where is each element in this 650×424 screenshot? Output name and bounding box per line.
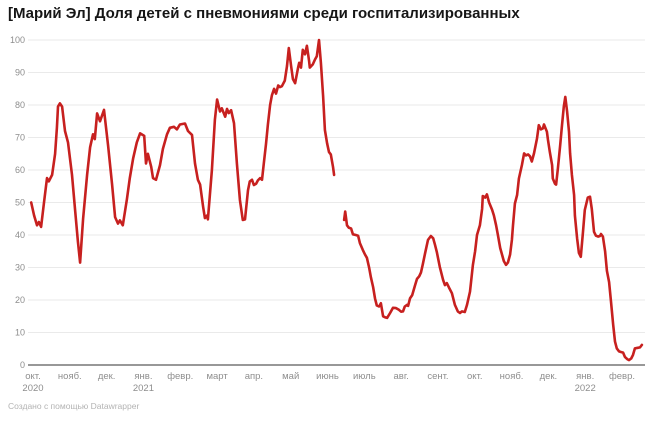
x-axis-tick-label: сент. [427, 371, 448, 382]
x-axis-tick-label: дек. [540, 371, 558, 382]
x-axis-tick-label: нояб. [58, 371, 82, 382]
page-title: [Марий Эл] Доля детей с пневмониями сред… [8, 5, 520, 22]
data-line-segment [342, 95, 644, 362]
x-axis-tick-label: авг. [393, 371, 408, 382]
y-axis-tick-label: 30 [15, 263, 25, 273]
x-axis-year-label: 2021 [133, 383, 154, 394]
x-axis-tick-label: апр. [245, 371, 263, 382]
y-axis-tick-label: 0 [20, 360, 25, 370]
x-axis-tick-label: янв. [134, 371, 152, 382]
x-axis-tick-label: окт. [467, 371, 482, 382]
attribution-text: Создано с помощью Datawrapper [8, 401, 140, 411]
y-axis-tick-label: 80 [15, 100, 25, 110]
x-axis-tick-label: июль [353, 371, 376, 382]
x-axis-tick-label: май [282, 371, 299, 382]
x-axis-tick-label: февр. [609, 371, 635, 382]
y-axis-tick-label: 90 [15, 68, 25, 78]
x-axis-tick-label: нояб. [500, 371, 524, 382]
data-line-segment [29, 38, 336, 264]
y-axis-tick-label: 10 [15, 328, 25, 338]
x-axis-year-label: 2022 [575, 383, 596, 394]
x-axis-tick-label: март [206, 371, 228, 382]
x-axis-year-label: 2020 [22, 383, 43, 394]
y-axis-tick-label: 60 [15, 165, 25, 175]
x-axis-tick-label: янв. [576, 371, 594, 382]
y-axis-tick-label: 40 [15, 230, 25, 240]
y-axis-tick-label: 50 [15, 198, 25, 208]
y-axis-tick-label: 100 [10, 35, 25, 45]
x-axis-tick-label: февр. [167, 371, 193, 382]
x-axis-tick-label: дек. [98, 371, 116, 382]
y-axis-tick-label: 70 [15, 133, 25, 143]
y-axis-tick-label: 20 [15, 295, 25, 305]
x-axis-tick-label: окт. [25, 371, 40, 382]
x-axis-tick-label: июнь [316, 371, 339, 382]
